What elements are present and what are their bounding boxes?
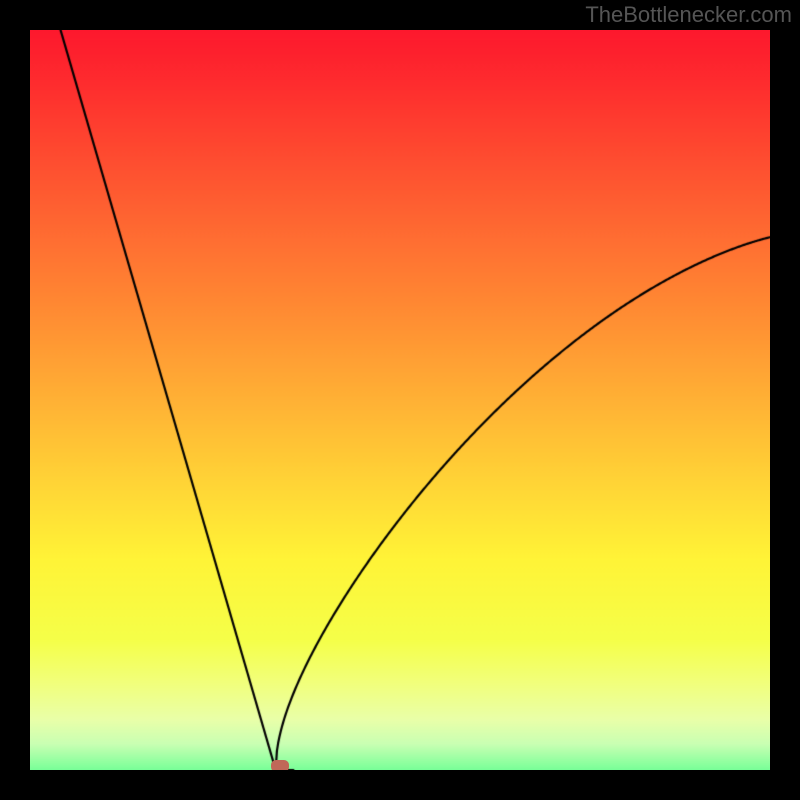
bottleneck-marker xyxy=(271,760,289,772)
chart-stage: TheBottlenecker.com xyxy=(0,0,800,800)
bottleneck-curve xyxy=(0,0,800,800)
watermark-text: TheBottlenecker.com xyxy=(585,2,792,28)
